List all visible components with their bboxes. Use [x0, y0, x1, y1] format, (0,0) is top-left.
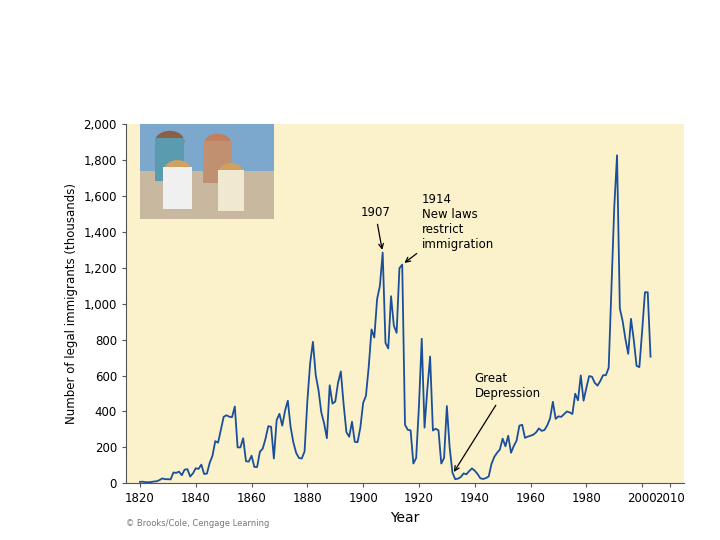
- Ellipse shape: [155, 131, 184, 152]
- Text: Great
Depression: Great Depression: [454, 372, 541, 471]
- Bar: [155, 138, 184, 181]
- Bar: [163, 167, 192, 209]
- Text: 1820 and 2003: 1820 and 2003: [16, 68, 214, 92]
- Text: 1907: 1907: [360, 206, 390, 248]
- Text: 1914
New laws
restrict
immigration: 1914 New laws restrict immigration: [405, 193, 494, 262]
- Text: Legal Immigration to the U.S. between: Legal Immigration to the U.S. between: [16, 28, 533, 52]
- Ellipse shape: [164, 160, 191, 179]
- Ellipse shape: [204, 133, 231, 152]
- Bar: [203, 141, 233, 183]
- Bar: [140, 124, 274, 172]
- Text: © Brooks/Cole, Cengage Learning: © Brooks/Cole, Cengage Learning: [126, 519, 269, 529]
- X-axis label: Year: Year: [390, 511, 420, 525]
- Bar: [140, 172, 274, 219]
- Y-axis label: Number of legal immigrants (thousands): Number of legal immigrants (thousands): [65, 183, 78, 424]
- Bar: [217, 170, 244, 211]
- Ellipse shape: [219, 163, 243, 180]
